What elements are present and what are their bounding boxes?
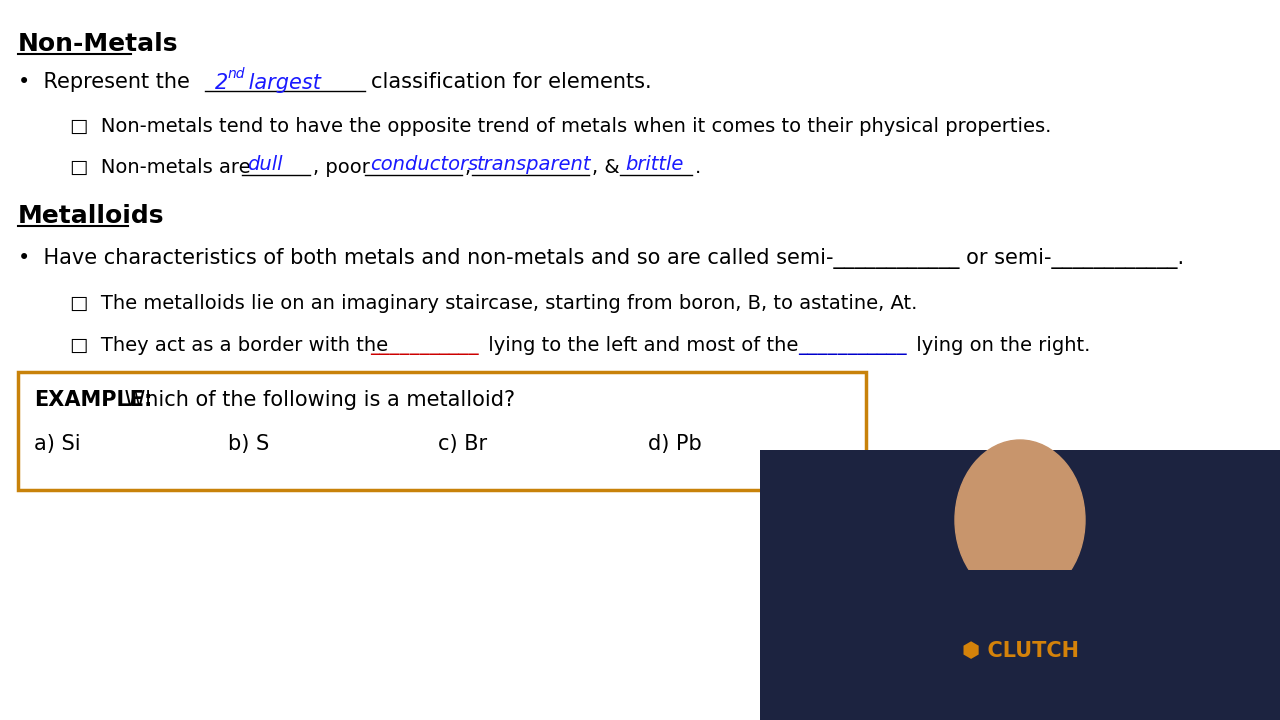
Text: conductors: conductors: [370, 155, 479, 174]
Text: b) S: b) S: [228, 434, 269, 454]
Text: □  They act as a border with the: □ They act as a border with the: [70, 336, 388, 355]
Text: brittle: brittle: [625, 155, 684, 174]
Text: □  Non-metals are: □ Non-metals are: [70, 158, 251, 177]
Text: ,: ,: [465, 158, 471, 177]
Text: Non-Metals: Non-Metals: [18, 32, 178, 56]
Text: ___________: ___________: [370, 336, 479, 355]
Text: ⬢ CLUTCH: ⬢ CLUTCH: [961, 640, 1079, 660]
Text: dull: dull: [247, 155, 283, 174]
Text: lying to the left and most of the: lying to the left and most of the: [483, 336, 799, 355]
Text: □  Non-metals tend to have the opposite trend of metals when it comes to their p: □ Non-metals tend to have the opposite t…: [70, 117, 1051, 136]
Text: , &: , &: [591, 158, 620, 177]
Text: , poor: , poor: [314, 158, 370, 177]
Text: largest: largest: [242, 73, 321, 93]
Text: nd: nd: [228, 67, 246, 81]
Ellipse shape: [955, 440, 1085, 600]
Text: lying on the right.: lying on the right.: [910, 336, 1091, 355]
Text: .: .: [695, 158, 701, 177]
Text: Which of the following is a metalloid?: Which of the following is a metalloid?: [118, 390, 515, 410]
Text: EXAMPLE:: EXAMPLE:: [35, 390, 152, 410]
Text: c) Br: c) Br: [438, 434, 488, 454]
FancyBboxPatch shape: [18, 372, 867, 490]
Text: d) Pb: d) Pb: [648, 434, 701, 454]
FancyBboxPatch shape: [760, 450, 1280, 720]
Text: Metalloids: Metalloids: [18, 204, 165, 228]
Text: transparent: transparent: [477, 155, 591, 174]
Text: •  Have characteristics of both metals and non-metals and so are called semi-___: • Have characteristics of both metals an…: [18, 248, 1184, 269]
Text: a) Si: a) Si: [35, 434, 81, 454]
Text: □  The metalloids lie on an imaginary staircase, starting from boron, B, to asta: □ The metalloids lie on an imaginary sta…: [70, 294, 918, 313]
Text: ___________: ___________: [797, 336, 906, 355]
Text: classification for elements.: classification for elements.: [371, 72, 652, 92]
Text: 2: 2: [215, 73, 228, 93]
Text: •  Represent the: • Represent the: [18, 72, 189, 92]
FancyBboxPatch shape: [890, 570, 1149, 720]
